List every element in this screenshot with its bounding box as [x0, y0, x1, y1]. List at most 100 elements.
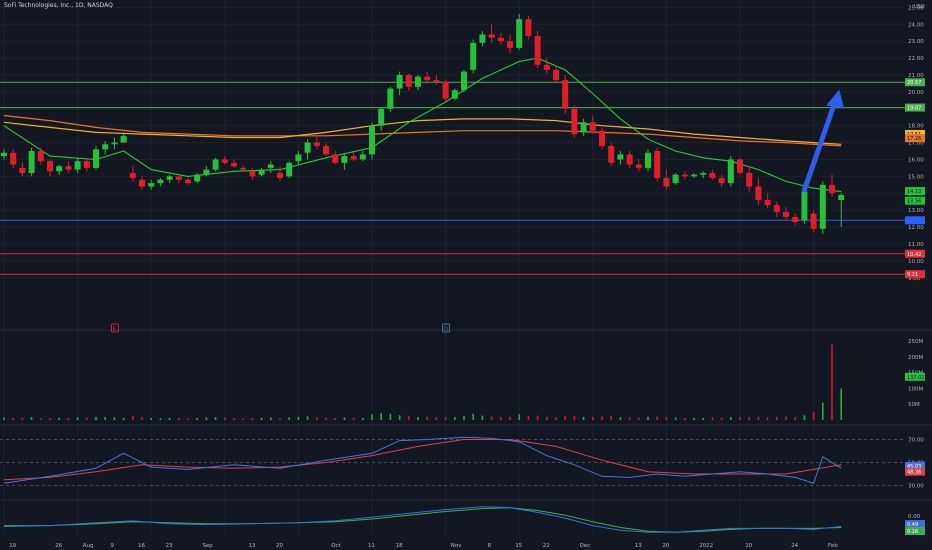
candle-body — [534, 36, 541, 65]
candle-body — [764, 200, 771, 206]
volume-bar — [260, 417, 263, 420]
time-axis-label: 22 — [543, 543, 550, 549]
volume-bar — [628, 417, 631, 420]
level-tag: 19.07 — [907, 106, 921, 112]
volume-bar — [674, 417, 677, 420]
time-axis-label: Sep — [202, 543, 213, 549]
time-axis-label: 2022 — [699, 543, 713, 549]
candle-body — [129, 172, 136, 179]
price-tick: 9.00 — [908, 276, 921, 282]
oscillator-tick: 0.00 — [908, 514, 921, 520]
volume-bar — [86, 417, 88, 420]
time-axis-label: Nov — [451, 543, 462, 549]
candle-body — [663, 178, 670, 187]
volume-bar — [150, 418, 152, 420]
time-axis-label: Dec — [580, 543, 591, 549]
candle-body — [415, 76, 421, 87]
time-axis — [0, 537, 932, 550]
price-tick: 15.00 — [908, 174, 924, 180]
candle-body — [240, 167, 247, 170]
candle-body — [47, 161, 53, 172]
volume-bar — [3, 417, 5, 420]
volume-bar — [426, 416, 428, 420]
candle-body — [267, 164, 274, 168]
candle-body — [543, 64, 550, 70]
candle-body — [442, 81, 449, 99]
volume-bar — [132, 416, 134, 420]
candle-body — [65, 166, 72, 170]
volume-bar — [490, 416, 493, 420]
price-tick: 21.00 — [908, 73, 924, 79]
volume-bar — [739, 417, 741, 420]
volume-bar — [665, 417, 668, 420]
candle-body — [1, 152, 7, 157]
time-axis-label: 20 — [662, 543, 669, 549]
volume-bar — [233, 418, 235, 420]
volume-bar — [205, 417, 208, 420]
volume-bar — [352, 417, 355, 420]
price-tick: 23.00 — [908, 39, 924, 45]
candle-body — [700, 172, 707, 175]
volume-bar — [647, 416, 649, 420]
volume-bar — [785, 416, 787, 420]
candle-body — [819, 184, 826, 229]
candle-body — [488, 34, 495, 38]
volume-bar — [656, 416, 658, 420]
candle-body — [332, 154, 339, 163]
event-marker — [442, 323, 451, 333]
chart-title: SoFi Technologies, Inc., 1D, NASDAQ — [4, 2, 113, 9]
volume-tick: 250M — [908, 339, 923, 345]
candle-body — [148, 183, 155, 187]
volume-bar — [435, 417, 438, 420]
candle-body — [571, 108, 578, 135]
volume-bar — [803, 415, 806, 420]
candle-body — [497, 37, 504, 42]
volume-bar — [518, 414, 520, 420]
candle-body — [369, 125, 375, 155]
level-tag: 20.57 — [907, 80, 921, 86]
level-tag-bg — [905, 103, 925, 112]
oscillator-signal-tag: 0.16 — [907, 529, 918, 535]
volume-bar — [610, 415, 612, 420]
price-tick: 16.00 — [908, 157, 924, 163]
time-axis-label: 24 — [791, 543, 798, 549]
candle-body — [19, 167, 26, 173]
level-tag-bg — [905, 78, 925, 87]
volume-bar — [398, 415, 401, 420]
candle-body — [737, 159, 743, 173]
volume-bar — [40, 418, 42, 420]
oscillator-line — [3, 506, 842, 533]
volume-bar — [141, 417, 143, 420]
time-axis-label: Aug — [83, 543, 94, 549]
time-axis-label: 8 — [488, 543, 492, 549]
candle-body — [746, 172, 753, 187]
time-axis-label: 26 — [55, 543, 62, 549]
candle-body — [341, 156, 348, 163]
time-axis-label: 15 — [515, 543, 522, 549]
candle-body — [111, 142, 118, 145]
candle-body — [507, 41, 513, 48]
volume-bar — [454, 416, 456, 420]
rsi-tag-bg — [905, 461, 925, 470]
level-tag-bg — [905, 249, 925, 258]
price-tag-bg — [905, 134, 925, 143]
currency-label: USD — [914, 4, 925, 10]
volume-bar — [794, 417, 796, 420]
candle-body — [194, 174, 201, 182]
volume-bar — [58, 417, 60, 420]
volume-bar — [527, 416, 530, 420]
candle-body — [295, 154, 302, 162]
candle-body — [378, 108, 385, 126]
candle-body — [28, 151, 35, 173]
sma200-line — [3, 114, 842, 147]
candle-body — [810, 213, 817, 229]
candle-body — [74, 161, 81, 170]
candle-body — [681, 174, 688, 177]
candle-body — [249, 171, 256, 177]
candle-body — [838, 194, 845, 201]
volume-bar — [251, 418, 254, 420]
candle-body — [792, 216, 799, 222]
volume-bar — [408, 416, 410, 420]
price-tick: 24.00 — [908, 22, 924, 28]
